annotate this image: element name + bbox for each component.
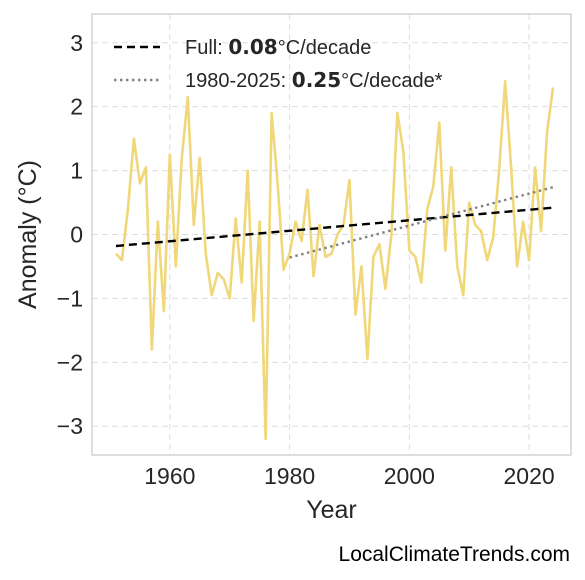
y-tick-labels: −3 −2 −1 0 1 2 3: [57, 30, 83, 439]
y-axis-title: Anomaly (°C): [14, 160, 42, 309]
y-tick-label: 3: [70, 30, 83, 56]
watermark: LocalClimateTrends.com: [339, 543, 570, 566]
series-anomaly-line: [115, 79, 555, 441]
x-tick-label: 1980: [264, 463, 315, 489]
x-tick-labels: 1960 1980 2000 2020: [144, 463, 554, 489]
x-tick-label: 2000: [384, 463, 435, 489]
x-tick-label: 2020: [504, 463, 555, 489]
legend-recent-rate: 0.25: [292, 68, 341, 92]
plot-background: [92, 14, 571, 455]
legend-full-name: Full: [185, 37, 217, 59]
y-tick-label: 1: [70, 158, 83, 184]
plot-frame: [91, 13, 572, 456]
y-tick-label: −2: [57, 349, 83, 375]
series-layer: [115, 79, 555, 441]
legend-entry-full: Full: 0.08°C/decade: [185, 35, 371, 59]
legend-recent-unit: °C/decade*: [341, 70, 443, 92]
legend-full-unit: °C/decade: [278, 37, 372, 59]
x-axis-title: Year: [306, 496, 357, 524]
y-tick-label: −3: [57, 413, 83, 439]
legend-full-rate: 0.08: [228, 35, 277, 59]
legend-entry-recent: 1980-2025: 0.25°C/decade*: [185, 68, 443, 92]
series-full-trend-line: [115, 206, 554, 248]
y-tick-label: 2: [70, 94, 83, 120]
x-tick-label: 1960: [144, 463, 195, 489]
y-tick-label: −1: [57, 285, 83, 311]
y-tick-label: 0: [70, 222, 83, 248]
legend: Full: 0.08°C/decade 1980-2025: 0.25°C/de…: [114, 35, 443, 92]
legend-recent-name: 1980-2025: [185, 70, 281, 92]
